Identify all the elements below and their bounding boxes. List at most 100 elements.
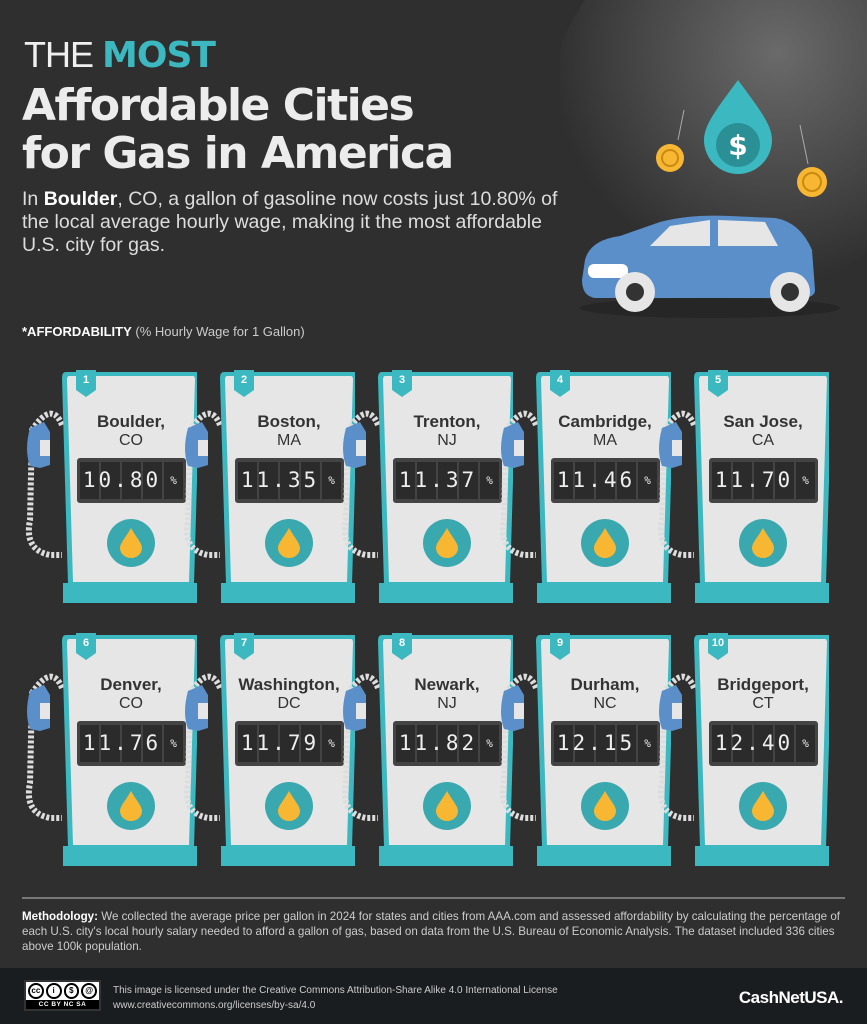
display-cell (554, 462, 573, 499)
rank-number: 10 (711, 637, 725, 649)
rank-badge (392, 370, 412, 397)
display-cell (301, 462, 320, 499)
percent-unit: % (796, 725, 815, 762)
affordability-value: 12.40 (714, 731, 794, 755)
pump-card: 5 San Jose, CA % 11.70 (654, 370, 829, 604)
display-cell (396, 462, 415, 499)
nozzle-icon (501, 422, 524, 468)
fuel-drop-icon (423, 782, 471, 830)
pump-card: 7 Washington, DC % 11.79 (180, 633, 355, 867)
display-cell (80, 725, 99, 762)
city-name: Boston, (257, 412, 321, 431)
affordability-value: 11.79 (240, 731, 320, 755)
coin-icon (656, 109, 685, 172)
affordability-display: % 10.80 (77, 458, 186, 503)
intro-prefix: In (22, 188, 44, 210)
rank-badge (392, 633, 412, 660)
display-cell (259, 725, 278, 762)
divider (22, 897, 845, 899)
nozzle-icon (27, 685, 50, 731)
fuel-drop-icon (265, 519, 313, 567)
title-top: THE MOST (24, 34, 216, 76)
percent-unit: % (480, 725, 499, 762)
state-name: MA (277, 432, 301, 449)
rank-badge (234, 370, 254, 397)
title-most: MOST (102, 35, 216, 76)
hose (658, 410, 697, 558)
display-cell (143, 725, 162, 762)
affordability-value: 11.37 (398, 468, 478, 492)
rank-badge (708, 633, 728, 660)
nozzle-icon (185, 422, 208, 468)
title-line-2: Affordable Cities (22, 80, 415, 131)
display-cell (712, 725, 731, 762)
percent-unit: % (164, 725, 183, 762)
city-name: Durham, (570, 675, 640, 694)
display-cell (775, 725, 794, 762)
affordability-value: 11.76 (82, 731, 162, 755)
display-cell (596, 725, 615, 762)
rank-number: 6 (82, 637, 90, 649)
cc-icons: cc i $ @ (26, 982, 99, 1000)
display-cell (396, 725, 415, 762)
pump-card: 4 Cambridge, MA % 11.46 (496, 370, 671, 604)
cc-badge-text: CC BY NC SA (26, 1000, 99, 1009)
hose (342, 410, 381, 558)
intro-text: In Boulder, CO, a gallon of gasoline now… (22, 188, 582, 257)
rank-number: 7 (240, 637, 248, 649)
percent-unit: % (322, 462, 341, 499)
nozzle-icon (343, 422, 366, 468)
note-label: *AFFORDABILITY (22, 324, 132, 339)
fuel-drop-icon (107, 782, 155, 830)
hose (26, 410, 65, 558)
display-cell (280, 725, 299, 762)
nozzle-icon (27, 422, 50, 468)
display-cell (733, 462, 752, 499)
affordability-display: % 12.15 (551, 721, 660, 766)
percent-unit: % (638, 462, 657, 499)
cc-license-badge[interactable]: cc i $ @ CC BY NC SA (24, 980, 101, 1011)
city-name: Boulder, (96, 412, 165, 431)
display-cell (417, 725, 436, 762)
display-cell (754, 725, 773, 762)
nc-icon: $ (63, 983, 80, 999)
city-name: Denver, (100, 675, 162, 694)
fuel-drop-icon (265, 782, 313, 830)
fuel-drop-icon (739, 519, 787, 567)
title-the: THE (24, 34, 94, 75)
state-name: MA (593, 432, 617, 449)
affordability-display: % 11.79 (235, 721, 344, 766)
rank-number: 1 (82, 374, 90, 386)
state-name: CT (752, 695, 774, 712)
fuel-drop-icon (739, 782, 787, 830)
city-name: Trenton, (413, 412, 481, 431)
percent-unit: % (796, 462, 815, 499)
affordability-value: 12.15 (556, 731, 636, 755)
affordability-display: % 12.40 (709, 721, 818, 766)
percent-unit: % (480, 462, 499, 499)
city-name: Bridgeport, (717, 675, 809, 694)
pump-card: 2 Boston, MA % 11.35 (180, 370, 355, 604)
display-cell (417, 462, 436, 499)
rank-number: 8 (398, 637, 406, 649)
fuel-drop-icon (107, 519, 155, 567)
rank-badge (76, 633, 96, 660)
license-url[interactable]: www.creativecommons.org/licenses/by-sa/4… (113, 1000, 316, 1011)
display-cell (554, 725, 573, 762)
hose (342, 673, 381, 821)
brand-logo: CashNetUSA. (738, 988, 844, 1007)
affordability-value: 11.70 (714, 468, 794, 492)
state-name: NC (593, 695, 617, 712)
methodology-text: We collected the average price per gallo… (22, 910, 840, 953)
hose (184, 673, 223, 821)
nozzle-icon (185, 685, 208, 731)
coin-icon (797, 124, 827, 197)
rank-number: 5 (714, 374, 722, 386)
city-name: Cambridge, (558, 412, 652, 431)
rank-badge (76, 370, 96, 397)
display-cell (596, 462, 615, 499)
rank-badge (708, 370, 728, 397)
display-cell (754, 462, 773, 499)
display-cell (301, 725, 320, 762)
display-cell (459, 462, 478, 499)
